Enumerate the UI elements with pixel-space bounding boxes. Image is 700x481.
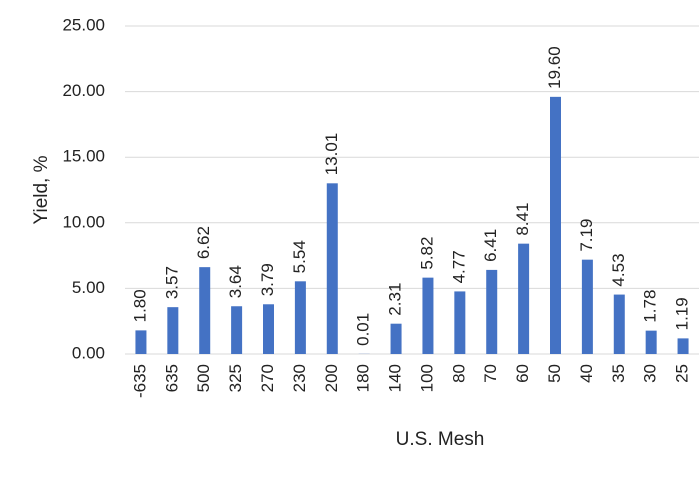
y-tick-label: 5.00 [72,278,105,297]
x-tick-label: 230 [290,364,309,392]
x-tick-label: 635 [162,364,181,392]
bar [518,243,530,354]
bar [454,291,466,354]
value-label: 4.53 [609,253,628,286]
value-label: 7.19 [577,219,596,252]
x-tick-label: 500 [194,364,213,392]
y-tick-label: 20.00 [62,81,105,100]
value-label: 6.41 [481,229,500,262]
value-label: 5.54 [290,240,309,273]
bar [550,96,561,355]
bar [231,306,243,354]
value-label: 19.60 [545,46,564,89]
value-label: 1.19 [673,297,692,330]
value-label: 2.31 [386,283,405,316]
x-tick-label: 80 [449,364,468,383]
x-tick-label: 140 [386,364,405,392]
value-label: 3.79 [258,263,277,296]
x-tick-label: 325 [226,364,245,392]
bar [263,304,274,354]
value-label: 1.78 [641,290,660,323]
bar [581,259,593,354]
x-axis-title: U.S. Mesh [396,429,485,450]
x-tick-label: 200 [322,364,341,392]
bar [486,269,498,354]
bar [613,294,625,354]
bar [422,277,434,354]
x-tick-label: 270 [258,364,277,392]
bar [167,307,179,354]
bar [135,330,147,354]
bar [645,330,657,354]
y-axis-title: Yield, % [31,155,52,224]
y-tick-label: 25.00 [62,15,105,34]
x-tick-label: 180 [354,364,373,392]
bar [390,323,402,354]
x-tick-label: -635 [130,364,149,398]
x-tick-label: 25 [673,364,692,383]
bar [326,183,338,354]
value-label: 4.77 [449,250,468,283]
y-tick-label: 15.00 [62,147,105,166]
y-tick-label: 10.00 [62,212,105,231]
bar [199,267,211,354]
x-tick-label: 60 [513,364,532,383]
value-label: 8.41 [513,203,532,236]
bar [294,281,306,354]
x-tick-label: 40 [577,364,596,383]
y-tick-label: 0.00 [72,343,105,362]
x-tick-label: 35 [609,364,628,383]
x-tick-label: 30 [641,364,660,383]
value-label: 5.82 [417,237,436,270]
x-tick-label: 100 [417,364,436,392]
value-label: 1.80 [130,289,149,322]
x-tick-label: 70 [481,364,500,383]
value-label: 0.01 [354,313,373,346]
value-label: 3.64 [226,265,245,298]
bar [677,338,689,354]
x-tick-label: 50 [545,364,564,383]
value-label: 13.01 [322,133,341,176]
value-label: 3.57 [162,266,181,299]
value-label: 6.62 [194,226,213,259]
